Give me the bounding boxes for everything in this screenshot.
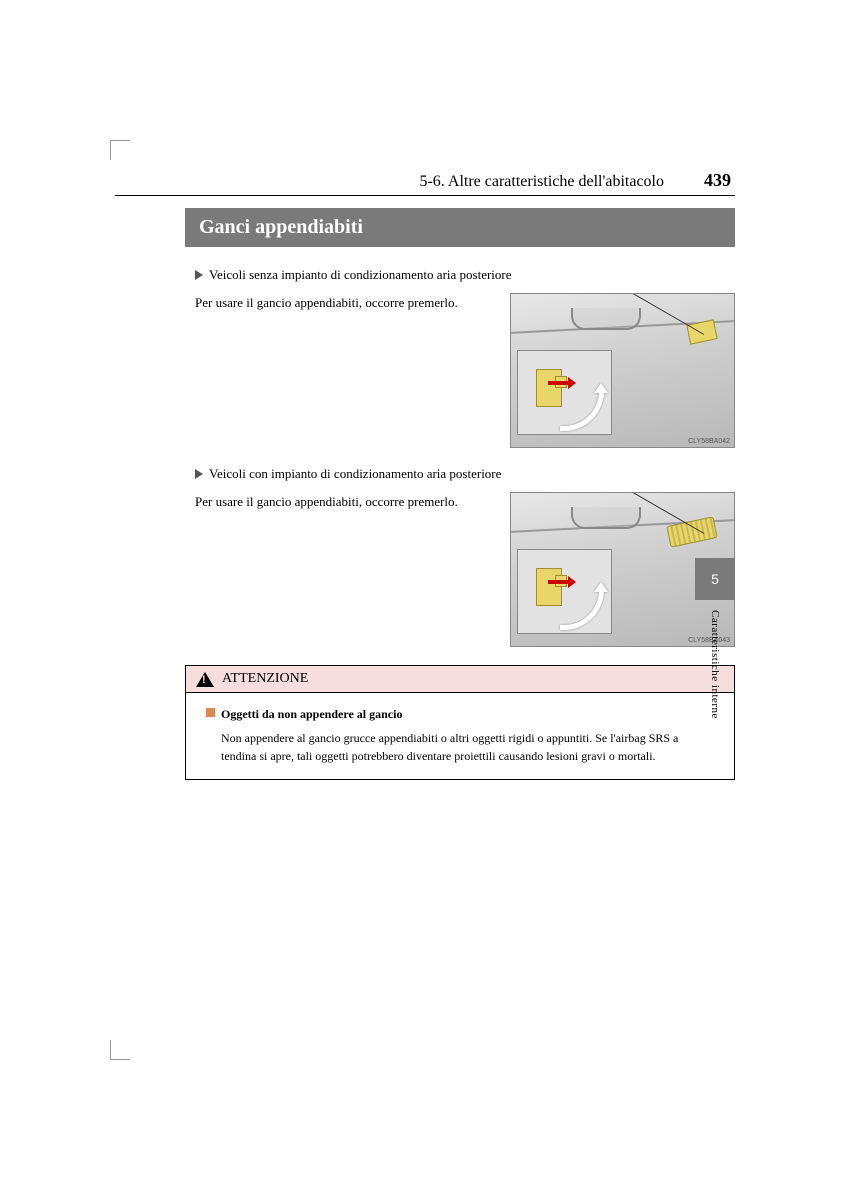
- subheading-text: Veicoli senza impianto di condizionament…: [209, 267, 512, 283]
- header-rule: [115, 195, 735, 196]
- subheading: Veicoli senza impianto di condizionament…: [195, 267, 735, 283]
- caution-subtitle-row: Oggetti da non appendere al gancio: [206, 705, 716, 723]
- grab-handle-shape: [571, 308, 641, 330]
- triangle-bullet-icon: [195, 270, 203, 280]
- chapter-side-label: Caratteristiche interne: [709, 610, 721, 719]
- press-arrow-icon: [548, 381, 570, 385]
- subheading-text: Veicoli con impianto di condizionamento …: [209, 466, 501, 482]
- chapter-number: 5: [711, 571, 719, 587]
- coat-hook-shape: [666, 516, 718, 547]
- body-text: Per usare il gancio appendiabiti, occorr…: [195, 293, 496, 448]
- caution-box: ATTENZIONE Oggetti da non appendere al g…: [185, 665, 735, 780]
- caution-subtitle: Oggetti da non appendere al gancio: [221, 705, 402, 723]
- page-content: 5-6. Altre caratteristiche dell'abitacol…: [115, 170, 735, 780]
- crop-mark-tl: [110, 140, 130, 160]
- figure-illustration: CLY58BA042: [510, 293, 735, 448]
- caution-body: Oggetti da non appendere al gancio Non a…: [186, 693, 734, 779]
- crop-mark-bl: [110, 1040, 130, 1060]
- content-row: Per usare il gancio appendiabiti, occorr…: [195, 293, 735, 448]
- figure-code: CLY58BA042: [688, 438, 730, 445]
- swing-arrow-icon: [560, 387, 604, 431]
- caution-text: Non appendere al gancio grucce appendiab…: [221, 729, 716, 765]
- page-header: 5-6. Altre caratteristiche dell'abitacol…: [115, 170, 735, 191]
- inset-detail: [517, 549, 612, 634]
- page-number: 439: [704, 170, 731, 191]
- body-text: Per usare il gancio appendiabiti, occorr…: [195, 492, 496, 647]
- press-arrow-icon: [548, 580, 570, 584]
- grab-handle-shape: [571, 507, 641, 529]
- swing-arrow-icon: [560, 586, 604, 630]
- content-area: Veicoli senza impianto di condizionament…: [195, 267, 735, 647]
- warning-triangle-icon: [196, 672, 214, 687]
- page-title: Ganci appendiabiti: [185, 208, 735, 247]
- chapter-tab: 5: [695, 558, 735, 600]
- caution-label: ATTENZIONE: [222, 671, 308, 687]
- content-row: Per usare il gancio appendiabiti, occorr…: [195, 492, 735, 647]
- triangle-bullet-icon: [195, 469, 203, 479]
- section-path: 5-6. Altre caratteristiche dell'abitacol…: [419, 173, 664, 191]
- inset-detail: [517, 350, 612, 435]
- subheading: Veicoli con impianto di condizionamento …: [195, 466, 735, 482]
- caution-header: ATTENZIONE: [186, 666, 734, 693]
- square-bullet-icon: [206, 708, 215, 717]
